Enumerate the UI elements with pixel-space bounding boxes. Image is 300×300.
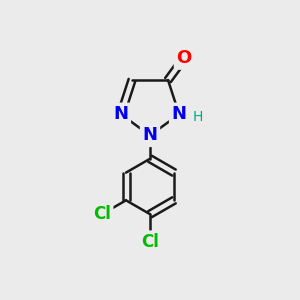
Text: N: N <box>113 105 128 123</box>
Text: N: N <box>142 126 158 144</box>
Text: N: N <box>172 105 187 123</box>
Text: H: H <box>193 110 203 124</box>
Text: Cl: Cl <box>93 205 111 223</box>
Text: Cl: Cl <box>141 233 159 251</box>
Text: O: O <box>176 49 192 67</box>
